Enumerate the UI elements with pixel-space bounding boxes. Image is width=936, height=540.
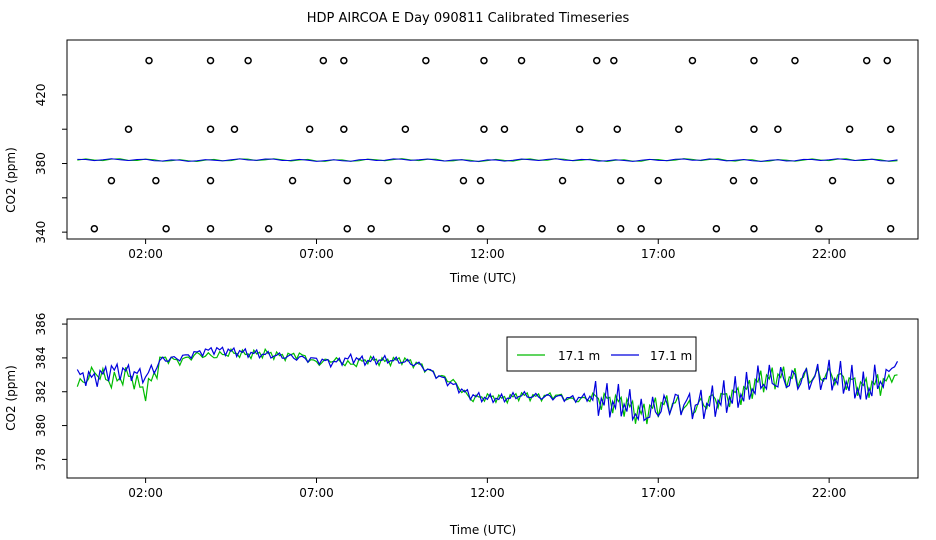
marker-point: [775, 126, 781, 132]
bottom-series-lines: [77, 347, 897, 424]
bottom-y-tick-label: 378: [34, 448, 48, 471]
marker-point: [501, 126, 507, 132]
marker-point: [423, 58, 429, 64]
marker-point: [344, 226, 350, 232]
legend: 17.1 m 17.1 m: [507, 337, 696, 371]
top-x-tick-label: 12:00: [470, 247, 505, 261]
marker-point: [245, 58, 251, 64]
marker-point: [478, 226, 484, 232]
bottom-x-tick-label: 17:00: [641, 486, 676, 500]
legend-label-green: 17.1 m: [558, 349, 600, 363]
marker-point: [888, 178, 894, 184]
marker-point: [888, 126, 894, 132]
top-y-tick-label: 340: [34, 221, 48, 244]
top-x-tick-label: 02:00: [128, 247, 163, 261]
marker-point: [751, 58, 757, 64]
bottom-x-axis: 02:00 07:00 12:00 17:00 22:00: [128, 478, 846, 500]
top-x-axis-label: Time (UTC): [449, 271, 516, 285]
marker-point: [751, 126, 757, 132]
marker-point: [730, 178, 736, 184]
top-y-tick-label: 420: [34, 83, 48, 106]
marker-point: [266, 226, 272, 232]
bottom-series-green: [77, 349, 897, 424]
figure-title: HDP AIRCOA E Day 090811 Calibrated Times…: [307, 11, 630, 26]
bottom-y-tick-label: 386: [34, 313, 48, 336]
marker-point: [577, 126, 583, 132]
top-x-tick-label: 17:00: [641, 247, 676, 261]
marker-point: [163, 226, 169, 232]
marker-point: [638, 226, 644, 232]
marker-point: [481, 126, 487, 132]
bottom-y-axis-label: CO2 (ppm): [4, 365, 18, 431]
marker-point: [847, 126, 853, 132]
marker-point: [816, 226, 822, 232]
marker-point: [344, 178, 350, 184]
marker-point: [290, 178, 296, 184]
marker-point: [341, 126, 347, 132]
top-y-axis: 340 380 420: [34, 83, 67, 243]
top-series-lines: [77, 159, 897, 162]
marker-point: [307, 126, 313, 132]
marker-point: [594, 58, 600, 64]
marker-point: [368, 226, 374, 232]
marker-point: [864, 58, 870, 64]
legend-label-blue: 17.1 m: [650, 349, 692, 363]
marker-point: [231, 126, 237, 132]
marker-point: [713, 226, 719, 232]
marker-point: [751, 226, 757, 232]
bottom-y-tick-label: 384: [34, 346, 48, 369]
bottom-plot-frame: [67, 319, 918, 478]
marker-point: [481, 58, 487, 64]
top-y-tick-label: 380: [34, 152, 48, 175]
marker-point: [655, 178, 661, 184]
marker-point: [614, 126, 620, 132]
bottom-y-tick-label: 380: [34, 414, 48, 437]
top-panel: 02:00 07:00 12:00 17:00 22:00 340 380 420 Time…: [4, 40, 918, 285]
top-x-tick-label: 07:00: [299, 247, 334, 261]
marker-point: [208, 178, 214, 184]
marker-point: [478, 178, 484, 184]
bottom-panel: 02:00 07:00 12:00 17:00 22:00 378 380 382 384 38…: [4, 313, 918, 537]
marker-point: [830, 178, 836, 184]
marker-point: [884, 58, 890, 64]
marker-point: [618, 178, 624, 184]
top-markers: [91, 58, 893, 232]
marker-point: [402, 126, 408, 132]
marker-point: [153, 178, 159, 184]
bottom-x-tick-label: 22:00: [812, 486, 847, 500]
bottom-x-tick-label: 07:00: [299, 486, 334, 500]
top-x-axis: 02:00 07:00 12:00 17:00 22:00: [128, 239, 846, 261]
marker-point: [341, 58, 347, 64]
bottom-y-tick-label: 382: [34, 380, 48, 403]
bottom-y-axis: 378 380 382 384 386: [34, 313, 67, 471]
marker-point: [519, 58, 525, 64]
top-plot-frame: [67, 40, 918, 239]
marker-point: [208, 226, 214, 232]
marker-point: [208, 58, 214, 64]
marker-point: [320, 58, 326, 64]
marker-point: [560, 178, 566, 184]
top-y-axis-label: CO2 (ppm): [4, 147, 18, 213]
marker-point: [618, 226, 624, 232]
marker-point: [611, 58, 617, 64]
marker-point: [91, 226, 97, 232]
marker-point: [208, 126, 214, 132]
marker-point: [689, 58, 695, 64]
bottom-x-tick-label: 12:00: [470, 486, 505, 500]
marker-point: [460, 178, 466, 184]
bottom-x-axis-label: Time (UTC): [449, 523, 516, 537]
marker-point: [108, 178, 114, 184]
bottom-x-tick-label: 02:00: [128, 486, 163, 500]
marker-point: [126, 126, 132, 132]
marker-point: [539, 226, 545, 232]
marker-point: [146, 58, 152, 64]
marker-point: [385, 178, 391, 184]
marker-point: [751, 178, 757, 184]
marker-point: [443, 226, 449, 232]
marker-point: [888, 226, 894, 232]
marker-point: [676, 126, 682, 132]
marker-point: [792, 58, 798, 64]
top-x-tick-label: 22:00: [812, 247, 847, 261]
